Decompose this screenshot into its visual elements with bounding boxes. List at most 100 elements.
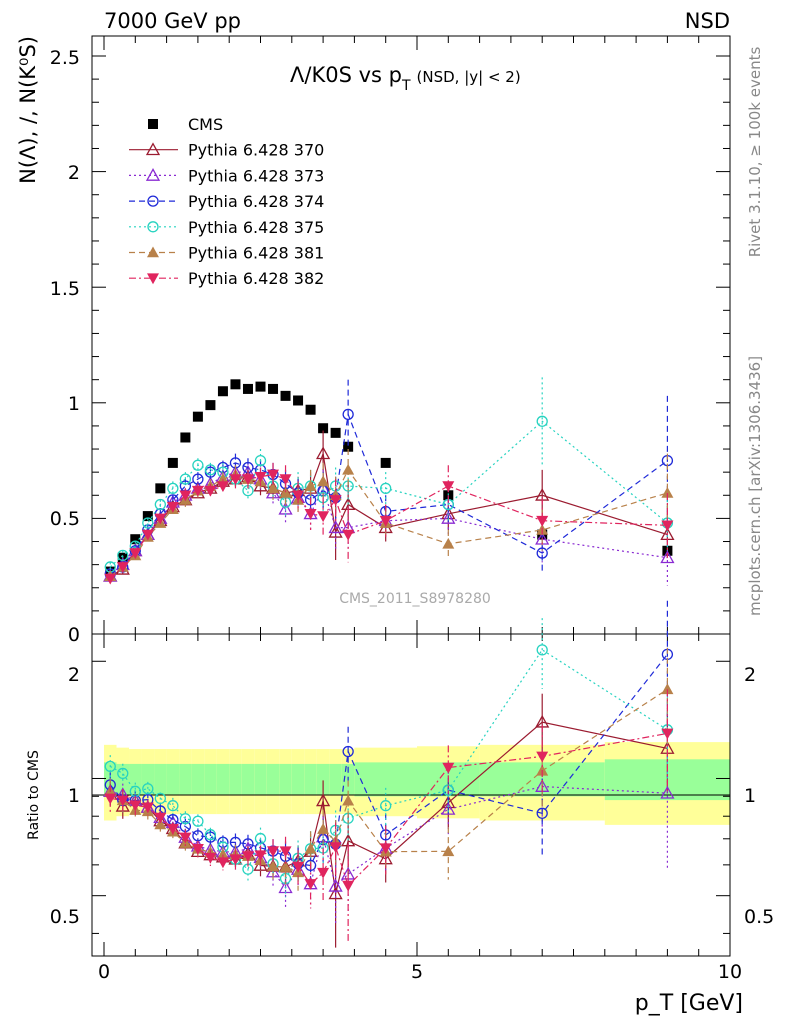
data-point: [343, 441, 354, 452]
data-point: [315, 446, 331, 460]
ratio-band-inner: [354, 762, 417, 797]
x-tick-labels: 0 5 10: [98, 961, 742, 983]
ratio-y-tick-label: 0.5: [50, 906, 80, 928]
ratio-point: [104, 793, 117, 805]
ratio-band-inner: [329, 763, 342, 795]
data-point: [342, 408, 354, 421]
ratio-y-tick-label: 2: [68, 664, 80, 686]
ratio-point: [254, 832, 267, 845]
ratio-point: [304, 842, 317, 854]
ratio-line: [109, 653, 668, 867]
data-point: [204, 485, 217, 497]
legend-marker: [145, 168, 161, 181]
data-point: [279, 474, 292, 486]
data-point: [317, 511, 330, 523]
data-point: [330, 427, 341, 438]
analysis-watermark: CMS_2011_S8978280: [339, 591, 491, 607]
legend-label: Pythia 6.428 381: [188, 244, 324, 263]
ratio-point: [254, 850, 267, 862]
ratio-point: [116, 795, 129, 807]
ratio-y-tick-label: 1: [68, 785, 80, 807]
axis-ticks: [92, 36, 731, 956]
data-point: [254, 454, 267, 467]
data-point: [104, 573, 117, 585]
data-point: [141, 529, 154, 541]
legend-item-p382: Pythia 6.428 382: [129, 269, 324, 288]
ratio-band-inner: [204, 763, 217, 795]
legend-item-p381: Pythia 6.428 381: [129, 244, 324, 263]
ratio-band-inner: [291, 763, 305, 795]
data-point: [328, 520, 343, 534]
ratio-point: [536, 751, 549, 763]
ratio-point: [267, 846, 280, 858]
data-point: [142, 517, 154, 529]
x-tick-label: 10: [718, 961, 742, 983]
ratio-point: [204, 852, 217, 864]
ratio-point: [267, 860, 280, 872]
legend-marker: [147, 195, 159, 207]
main-y-tick-labels: 0 0.5 1 1.5 2 2.5: [50, 47, 80, 646]
ratio-point: [442, 784, 454, 796]
ratio-band-inner: [229, 763, 242, 795]
data-point: [441, 511, 456, 524]
data-point: [254, 471, 267, 483]
data-point: [442, 481, 455, 493]
data-point: [342, 463, 355, 475]
ratio-band-inner: [279, 763, 292, 795]
x-tick-label: 0: [98, 961, 110, 983]
data-point: [116, 562, 129, 573]
mcplots-label: mcplots.cern.ch [arXiv:1306.3436]: [746, 356, 764, 616]
main-y-tick-label: 0.5: [50, 508, 80, 530]
main-y-tick-label: 0: [68, 624, 80, 646]
x-tick-label: 5: [411, 961, 423, 983]
header-right: NSD: [685, 9, 730, 33]
ratio-band-inner: [166, 763, 180, 795]
ratio-point: [315, 793, 331, 807]
ratio-point: [154, 812, 167, 824]
ratio-point: [536, 644, 548, 656]
data-point: [379, 515, 392, 527]
ratio-point: [142, 783, 154, 795]
series-p370: [103, 430, 675, 582]
ratio-point: [229, 854, 242, 866]
ratio-y-tick-label-right: 2: [744, 664, 756, 686]
ratio-point: [317, 867, 330, 879]
data-point: [129, 548, 142, 560]
data-point: [179, 473, 192, 485]
ratio-point: [379, 843, 392, 855]
data-point: [166, 502, 179, 513]
ratio-point: [342, 745, 354, 758]
ratio-point: [317, 823, 330, 834]
data-point: [191, 485, 204, 497]
data-point: [304, 508, 317, 520]
ratio-band-inner: [179, 763, 192, 795]
ratio-point: [192, 830, 204, 842]
data-point: [318, 423, 329, 434]
ratio-point: [661, 728, 674, 740]
ratio-band-inner: [154, 763, 167, 795]
data-point: [255, 381, 266, 392]
legend-label: Pythia 6.428 370: [188, 141, 324, 160]
legend-label: Pythia 6.428 373: [188, 166, 324, 185]
ratio-point: [342, 794, 355, 806]
ratio-point: [328, 886, 343, 900]
ratio-series-p382: [104, 689, 674, 941]
legend-marker: [145, 142, 161, 156]
legend-item-p370: Pythia 6.428 370: [129, 141, 324, 160]
main-y-tick-label: 1: [68, 393, 80, 415]
data-point: [216, 473, 229, 484]
ratio-point: [304, 859, 317, 872]
ratio-point: [216, 857, 229, 869]
data-point: [192, 411, 203, 422]
data-point: [304, 480, 317, 491]
ratio-point: [536, 807, 548, 819]
ratio-point: [154, 792, 166, 805]
data-point: [317, 475, 330, 487]
data-point: [242, 383, 253, 394]
data-point: [154, 498, 166, 511]
legend-item-p373: Pythia 6.428 373: [129, 166, 324, 185]
data-point: [154, 513, 167, 525]
legend-item-cms: CMS: [148, 115, 223, 134]
